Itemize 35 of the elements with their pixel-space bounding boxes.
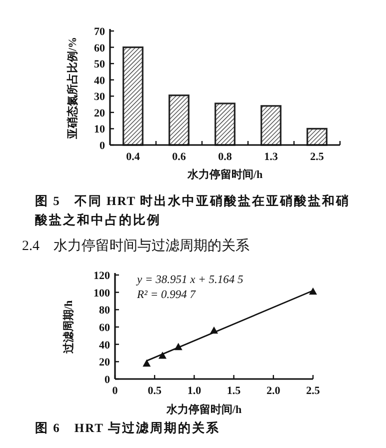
x-tick-label: 0.4 — [126, 151, 140, 163]
annotation: R² = 0.994 7 — [136, 289, 197, 301]
caption: 图 5 不同 HRT 时出水中亚硝酸盐在亚硝酸盐和硝酸盐之和中占的比例 — [35, 193, 350, 227]
y-tick-label: 60 — [99, 322, 110, 334]
y-tick-label: 80 — [99, 304, 110, 317]
x-tick-label: 2.0 — [266, 385, 281, 397]
y-tick-label: 60 — [94, 42, 106, 54]
x-tick-label: 0 — [112, 385, 118, 397]
x-axis-title: 水力停留时间/h — [165, 403, 242, 416]
x-tick-label: 2.5 — [306, 385, 320, 397]
x-tick-label: 2.5 — [310, 151, 324, 163]
x-tick-label: 0.8 — [218, 151, 232, 163]
y-tick-label: 100 — [94, 287, 110, 300]
y-tick-label: 50 — [94, 58, 106, 71]
caption: 图 6 HRT 与过滤周期的关系 — [35, 420, 220, 435]
y-tick-label: 10 — [94, 124, 106, 136]
y-tick-label: 20 — [99, 356, 110, 369]
y-axis-title: 过滤周期/h — [62, 300, 75, 355]
x-tick-label: 0.5 — [148, 385, 162, 397]
x-axis-title: 水力停留时间/h — [186, 168, 263, 181]
x-tick-label: 1.5 — [226, 385, 242, 397]
annotation: y = 38.951 x + 5.164 5 — [136, 274, 244, 286]
y-tick-label: 120 — [94, 270, 110, 282]
y-tick-label: 0 — [100, 140, 106, 152]
x-tick-label: 1.0 — [187, 385, 202, 397]
y-axis-title: 亚硝态氮所占比例/% — [66, 36, 79, 140]
y-tick-label: 20 — [94, 107, 106, 120]
y-tick-label: 70 — [94, 26, 106, 38]
x-tick-label: 1.3 — [264, 151, 278, 163]
y-tick-label: 40 — [99, 339, 110, 352]
y-tick-label: 0 — [104, 374, 110, 386]
x-tick-label: 0.6 — [172, 151, 186, 163]
y-tick-label: 30 — [94, 91, 106, 104]
chart-title: 2.4 水力停留时间与过滤周期的关系 — [22, 238, 250, 254]
y-tick-label: 40 — [94, 74, 106, 87]
